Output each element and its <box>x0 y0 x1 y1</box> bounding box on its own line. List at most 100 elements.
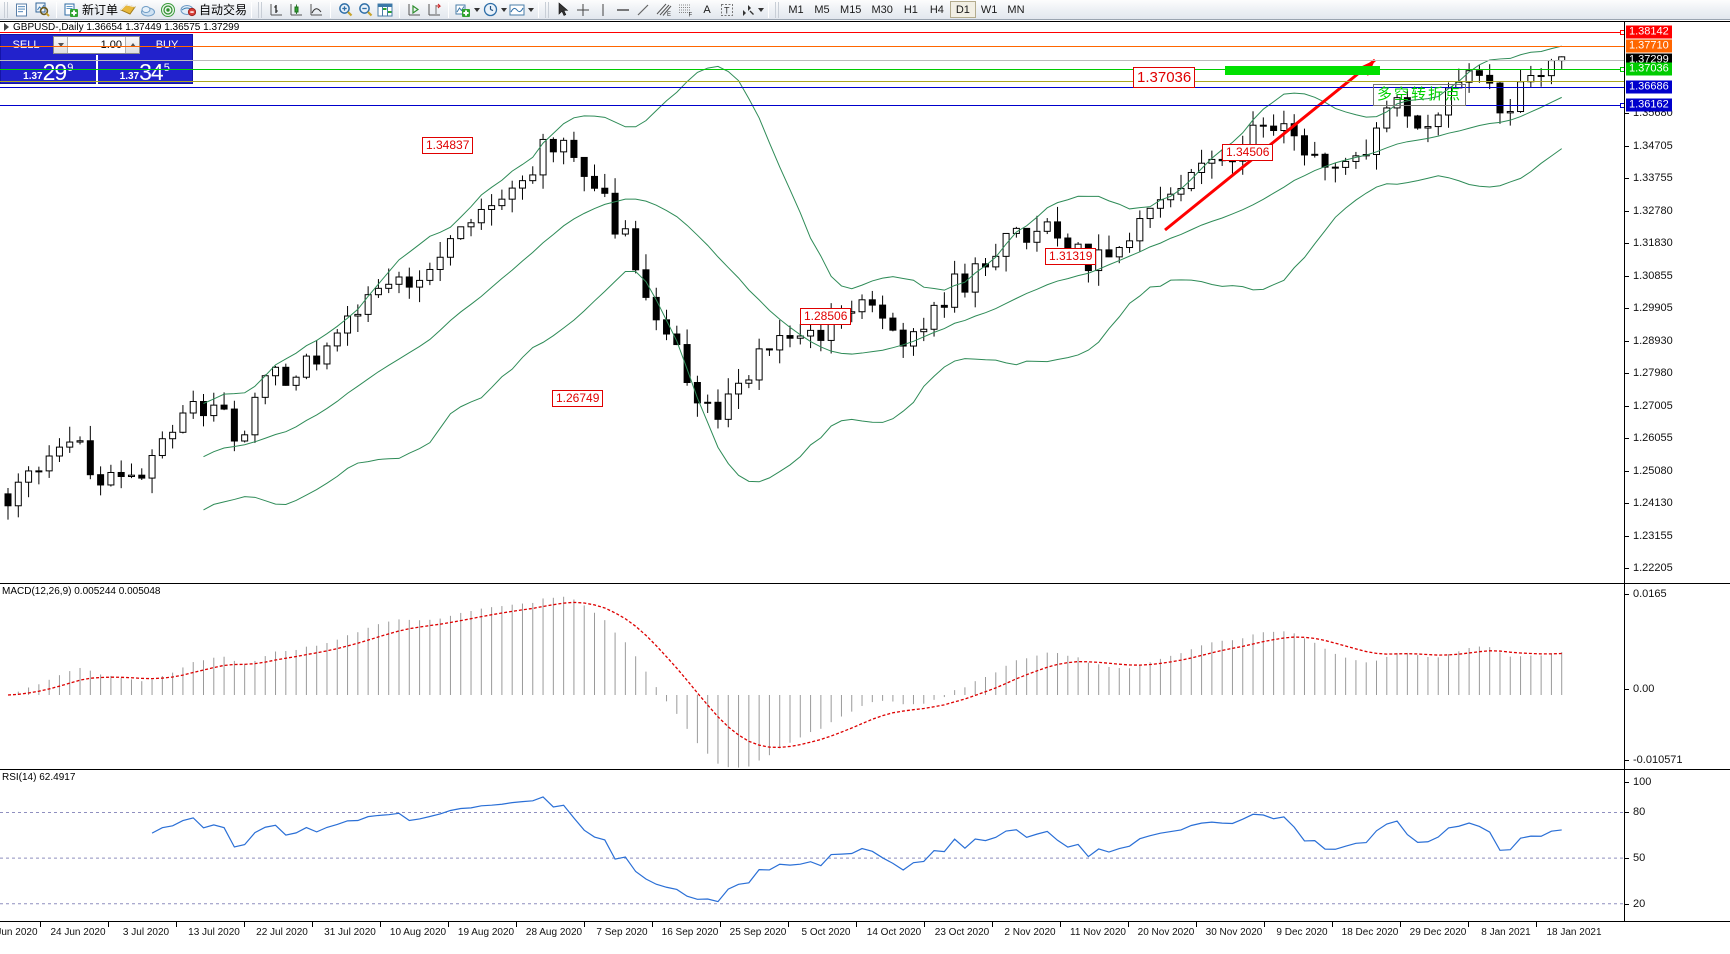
annotation-chinese-note[interactable]: 多空转折点 <box>1373 84 1467 106</box>
chart-shift-icon[interactable] <box>424 1 444 19</box>
annotation-1[interactable]: 1.34837 <box>422 137 474 154</box>
date-tick-15: 2 Nov 2020 <box>1004 927 1056 938</box>
level-handle-3[interactable] <box>1620 103 1624 108</box>
level-line-1-36800[interactable] <box>0 81 1624 82</box>
text-label-tool-icon[interactable]: T <box>717 1 737 19</box>
navigator-icon[interactable] <box>138 1 158 19</box>
price-tag-136686[interactable]: 1.36686 <box>1626 80 1672 94</box>
volume-input[interactable]: 1.00 <box>100 39 122 51</box>
level-line-1-37036[interactable] <box>0 67 1624 72</box>
new-order-icon[interactable] <box>61 1 81 19</box>
resistance-zone-highlight[interactable] <box>1225 66 1380 75</box>
zoom-search-icon[interactable] <box>32 1 52 19</box>
templates-dropdown-caret-icon[interactable] <box>528 7 535 12</box>
timeframe-d1[interactable]: D1 <box>949 1 976 18</box>
date-separator <box>312 922 313 927</box>
price-pane[interactable]: 1.34837 1.37036 1.34506 1.31319 1.28506 … <box>0 21 1730 583</box>
data-window-icon[interactable] <box>375 1 395 19</box>
toolbar-separator-3 <box>330 1 332 18</box>
timeframe-mn[interactable]: MN <box>1007 3 1025 16</box>
annotation-6[interactable]: 1.26749 <box>552 390 604 407</box>
toolbar-grip-3[interactable] <box>545 1 552 18</box>
price-tag-138142[interactable]: 1.38142 <box>1626 25 1672 39</box>
toolbar-grip[interactable] <box>4 1 10 18</box>
annotation-2[interactable]: 1.37036 <box>1133 67 1196 88</box>
volume-increase-button[interactable] <box>125 37 139 53</box>
horizontal-line-icon[interactable] <box>613 1 633 19</box>
buy-price-display[interactable]: 1.37 34 5 <box>95 55 193 85</box>
templates-icon[interactable] <box>507 1 527 19</box>
price-tag-137036[interactable]: 1.37036 <box>1626 62 1672 76</box>
sell-button[interactable]: SELL <box>12 39 40 51</box>
macd-axis[interactable]: 0.0165 0.00 -0.010571 <box>1624 584 1730 769</box>
price-tag-137710[interactable]: 1.37710 <box>1626 39 1672 53</box>
oct-price-row: 1.37 29 9 1.37 34 5 <box>1 55 192 85</box>
crosshair-icon[interactable] <box>573 1 593 19</box>
arrows-dropdown-caret-icon[interactable] <box>758 7 765 12</box>
expert-advisor-icon[interactable] <box>178 1 198 19</box>
timeframe-m15[interactable]: M15 <box>840 3 862 16</box>
level-handle[interactable] <box>1620 30 1624 35</box>
terminal-icon[interactable] <box>118 1 138 19</box>
price-tick-130855: 1.30855 <box>1625 270 1673 282</box>
timeframe-m30[interactable]: M30 <box>871 3 893 16</box>
vertical-line-icon[interactable] <box>593 1 613 19</box>
fibonacci-icon[interactable]: F <box>675 1 697 19</box>
indicator-dropdown-caret-icon[interactable] <box>474 7 481 12</box>
level-line-1-37665[interactable] <box>0 60 1624 61</box>
level-line-1-37710[interactable] <box>0 46 1624 47</box>
bar-chart-icon[interactable] <box>266 1 286 19</box>
zoom-out-icon[interactable] <box>355 1 375 19</box>
autoscroll-icon[interactable] <box>404 1 424 19</box>
sell-price-display[interactable]: 1.37 29 9 <box>1 55 96 85</box>
macd-plot-area[interactable] <box>0 584 1624 769</box>
line-chart-icon[interactable] <box>306 1 326 19</box>
trendline-icon[interactable] <box>633 1 653 19</box>
buy-price-prefix: 1.37 <box>119 71 140 82</box>
level-line-1-36162[interactable] <box>0 103 1624 108</box>
timeframe-h1[interactable]: H1 <box>903 3 918 16</box>
one-click-trading-panel[interactable]: SELL 1.00 BUY 1.37 29 9 1.37 34 5 <box>0 34 193 85</box>
volume-stepper[interactable]: 1.00 <box>53 36 140 54</box>
autotrading-label[interactable]: 自动交易 <box>199 3 248 17</box>
buy-button[interactable]: BUY <box>155 39 179 51</box>
chart-expand-icon[interactable] <box>4 23 9 31</box>
text-tool-icon[interactable]: A <box>703 3 711 16</box>
level-line-1-38142[interactable] <box>0 30 1624 35</box>
toolbar-grip-4[interactable] <box>775 1 782 18</box>
price-axis[interactable]: 1.35680 1.34705 1.33755 1.32780 1.31830 1.308… <box>1624 22 1730 583</box>
date-tick-18: 30 Nov 2020 <box>1205 927 1263 938</box>
new-chart-icon[interactable] <box>12 1 32 19</box>
price-tag-136162[interactable]: 1.36162 <box>1626 98 1672 112</box>
rsi-pane[interactable]: RSI(14) 62.4917 100 80 50 20 <box>0 769 1730 921</box>
chart-container[interactable]: 1.34837 1.37036 1.34506 1.31319 1.28506 … <box>0 14 1730 940</box>
market-watch-icon[interactable] <box>158 1 178 19</box>
zoom-in-icon[interactable] <box>335 1 355 19</box>
level-line-1-36686[interactable] <box>0 87 1624 88</box>
annotation-5[interactable]: 1.28506 <box>800 308 852 325</box>
arrows-tool-icon[interactable] <box>737 1 757 19</box>
cursor-icon[interactable] <box>553 1 573 19</box>
period-dropdown-caret-icon[interactable] <box>501 7 508 12</box>
period-clock-icon[interactable] <box>480 1 500 19</box>
annotation-3[interactable]: 1.34506 <box>1222 144 1274 161</box>
rsi-series-svg <box>0 796 1624 905</box>
toolbar-grip-2[interactable] <box>258 1 265 18</box>
new-order-label[interactable]: 新订单 <box>82 3 119 17</box>
level-handle-2[interactable] <box>1620 67 1624 72</box>
timeframe-h4[interactable]: H4 <box>929 3 944 16</box>
annotation-4[interactable]: 1.31319 <box>1045 248 1097 265</box>
date-axis[interactable]: 15 Jun 2020 24 Jun 2020 3 Jul 2020 13 Jul 2… <box>0 921 1730 954</box>
price-tick-125080: 1.25080 <box>1625 465 1673 477</box>
rsi-plot-area[interactable] <box>0 770 1624 921</box>
price-plot-area[interactable]: 1.34837 1.37036 1.34506 1.31319 1.28506 … <box>0 22 1624 583</box>
macd-pane[interactable]: MACD(12,26,9) 0.005244 0.005048 0.0165 0.… <box>0 583 1730 769</box>
timeframe-m1[interactable]: M1 <box>788 3 804 16</box>
rsi-axis[interactable]: 100 80 50 20 <box>1624 770 1730 921</box>
timeframe-w1[interactable]: W1 <box>980 3 998 16</box>
equidistant-channel-icon[interactable]: E <box>653 1 675 19</box>
volume-decrease-button[interactable] <box>54 37 68 53</box>
timeframe-m5[interactable]: M5 <box>814 3 830 16</box>
add-indicator-icon[interactable] <box>453 1 473 19</box>
candlestick-chart-icon[interactable] <box>286 1 306 19</box>
